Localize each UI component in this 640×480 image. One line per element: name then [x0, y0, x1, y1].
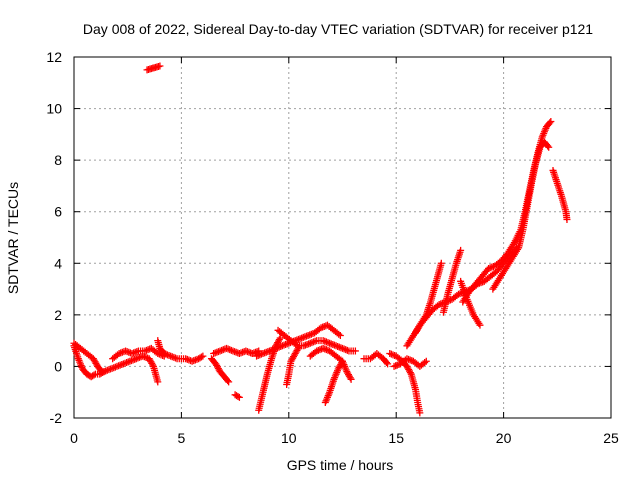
y-tick-label: 6 — [54, 204, 62, 220]
y-tick-label: -2 — [50, 410, 63, 426]
data-point — [437, 259, 445, 267]
series-arc-13 — [274, 326, 359, 355]
x-tick-label: 15 — [388, 430, 404, 446]
series-arc-16 — [360, 350, 392, 368]
x-tick-label: 5 — [178, 430, 186, 446]
data-point — [347, 375, 355, 383]
chart-title: Day 008 of 2022, Sidereal Day-to-day VTE… — [83, 21, 593, 37]
data-point — [384, 360, 392, 368]
y-tick-label: 8 — [54, 152, 62, 168]
data-points — [70, 62, 571, 417]
series-arc-17 — [386, 350, 424, 417]
series-arc-11 — [255, 334, 284, 414]
x-tick-label: 25 — [603, 430, 619, 446]
y-axis-label: SDTVAR / TECUs — [5, 182, 21, 294]
y-tick-label: 2 — [54, 307, 62, 323]
series-arc-25 — [549, 166, 571, 223]
data-point — [563, 215, 571, 223]
data-point — [225, 378, 233, 386]
data-point — [235, 393, 243, 401]
series-arc-9 — [231, 391, 243, 401]
data-point — [199, 352, 207, 360]
series-arc-6 — [154, 337, 207, 365]
y-tick-label: 12 — [46, 49, 62, 65]
y-tick-label: 4 — [54, 255, 62, 271]
y-tick-label: 10 — [46, 101, 62, 117]
data-point — [154, 378, 162, 386]
data-point — [545, 143, 553, 151]
data-point — [422, 357, 430, 365]
series-arc-2 — [70, 339, 106, 376]
plot-frame — [73, 56, 612, 419]
series-arc-21 — [439, 246, 465, 316]
x-axis-label: GPS time / hours — [287, 457, 394, 473]
data-point — [457, 246, 465, 254]
data-point — [339, 357, 346, 365]
series-arc-8 — [210, 344, 263, 358]
series-arc-5 — [143, 62, 164, 74]
data-point — [416, 409, 424, 417]
data-point — [351, 347, 359, 355]
x-tick-label: 0 — [70, 430, 78, 446]
y-tick-label: 0 — [54, 358, 62, 374]
x-tick-label: 10 — [281, 430, 297, 446]
axis-ticks: 0 5 10 15 20 25 -2 0 2 4 6 8 10 12 — [46, 49, 619, 446]
data-point — [476, 321, 484, 329]
series-arc-15 — [321, 357, 346, 407]
series-arc-12 — [283, 342, 304, 388]
data-point — [547, 117, 555, 125]
data-point — [336, 331, 344, 339]
series-arc-18 — [390, 355, 430, 370]
data-point — [156, 62, 164, 70]
series-arc-7 — [207, 355, 233, 386]
series-arc-24 — [489, 138, 553, 293]
series-arc-3 — [100, 352, 162, 386]
series-arc-20 — [412, 259, 445, 337]
data-point — [276, 334, 284, 342]
series-arc-4 — [109, 344, 168, 363]
x-tick-label: 20 — [496, 430, 512, 446]
